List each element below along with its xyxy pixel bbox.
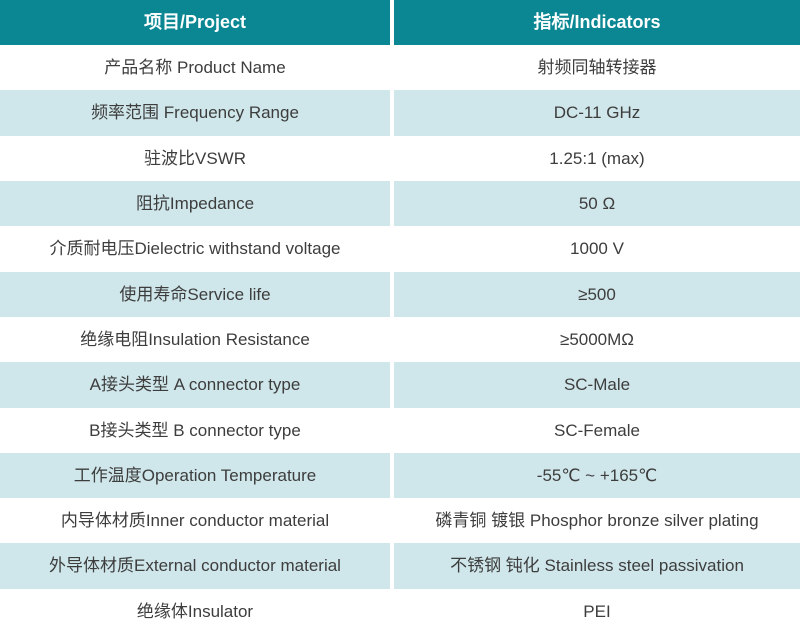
cell-project: 产品名称 Product Name	[104, 58, 286, 78]
column-divider	[390, 226, 394, 272]
column-divider	[390, 180, 394, 227]
table-row: B接头类型 B connector type SC-Female	[0, 407, 800, 453]
column-divider	[390, 90, 394, 136]
column-divider	[390, 452, 394, 499]
cell-indicator: -55℃ ~ +165℃	[536, 465, 658, 485]
cell-indicator: 磷青铜 镀银 Phosphor bronze silver plating	[435, 511, 759, 531]
cell-project: 工作温度Operation Temperature	[73, 465, 317, 485]
column-divider	[390, 316, 394, 363]
table-row: A接头类型 A connector type SC-Male	[0, 362, 800, 408]
table-row: 绝缘电阻Insulation Resistance ≥5000MΩ	[0, 316, 800, 363]
cell-project: 频率范围 Frequency Range	[91, 103, 299, 123]
cell-indicator: 1000 V	[570, 239, 624, 259]
table-row: 驻波比VSWR 1.25:1 (max)	[0, 135, 800, 181]
table-row: 使用寿命Service life ≥500	[0, 271, 800, 317]
cell-project: A接头类型 A connector type	[89, 375, 301, 395]
column-divider	[390, 271, 394, 317]
table-row: 频率范围 Frequency Range DC-11 GHz	[0, 90, 800, 136]
cell-project: 驻波比VSWR	[144, 148, 246, 168]
table-header-row: 项目/Project 指标/Indicators	[0, 0, 800, 45]
cell-indicator: 50 Ω	[578, 193, 616, 213]
cell-indicator: PEI	[583, 601, 611, 621]
cell-project: 外导体材质External conductor material	[49, 556, 341, 576]
column-divider	[390, 135, 394, 181]
cell-project: B接头类型 B connector type	[89, 420, 301, 440]
column-divider	[390, 588, 394, 634]
cell-project: 使用寿命Service life	[119, 284, 271, 304]
cell-project: 内导体材质Inner conductor material	[60, 511, 330, 531]
column-divider	[390, 407, 394, 453]
cell-project: 绝缘电阻Insulation Resistance	[80, 329, 310, 349]
table-row: 阻抗Impedance 50 Ω	[0, 180, 800, 227]
cell-project: 阻抗Impedance	[135, 193, 255, 213]
table-row: 产品名称 Product Name 射频同轴转接器	[0, 45, 800, 91]
cell-indicator: DC-11 GHz	[553, 103, 641, 123]
column-divider	[390, 45, 394, 91]
cell-indicator: ≥5000MΩ	[559, 329, 635, 349]
table-row: 内导体材质Inner conductor material 磷青铜 镀银 Pho…	[0, 498, 800, 544]
column-divider	[390, 0, 394, 45]
cell-indicator: SC-Female	[554, 420, 640, 440]
cell-indicator: SC-Male	[563, 375, 631, 395]
cell-indicator: 射频同轴转接器	[537, 58, 657, 78]
cell-project: 绝缘体Insulator	[136, 601, 254, 621]
cell-indicator: 1.25:1 (max)	[549, 148, 645, 168]
column-divider	[390, 362, 394, 408]
table-row: 工作温度Operation Temperature -55℃ ~ +165℃	[0, 452, 800, 499]
column-divider	[390, 543, 394, 589]
table-row: 介质耐电压Dielectric withstand voltage 1000 V	[0, 226, 800, 272]
header-cell-project: 项目/Project	[143, 12, 247, 33]
table-row: 外导体材质External conductor material 不锈钢 钝化 …	[0, 543, 800, 589]
header-cell-indicators: 指标/Indicators	[533, 12, 661, 33]
cell-indicator: ≥500	[578, 284, 616, 304]
cell-indicator: 不锈钢 钝化 Stainless steel passivation	[450, 556, 744, 576]
column-divider	[390, 498, 394, 544]
table-row: 绝缘体Insulator PEI	[0, 588, 800, 634]
cell-project: 介质耐电压Dielectric withstand voltage	[49, 239, 341, 259]
